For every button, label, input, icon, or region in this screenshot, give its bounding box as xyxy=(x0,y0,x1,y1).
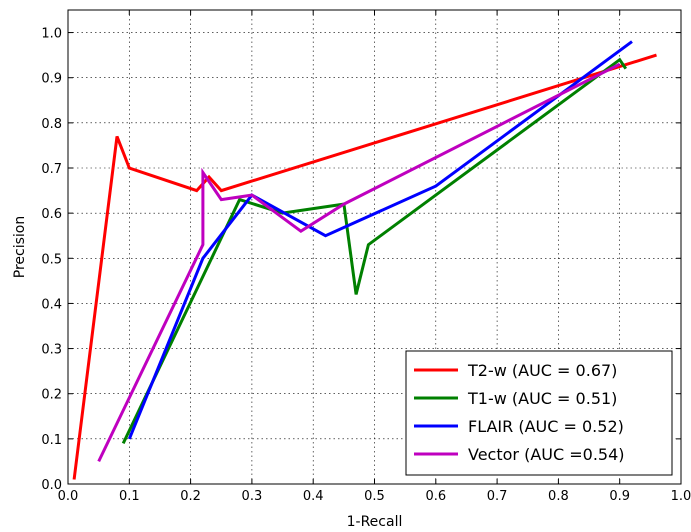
series-line-1 xyxy=(121,57,628,445)
y-tick-label: 0.9 xyxy=(41,72,62,87)
y-tick-label: 0.7 xyxy=(41,162,62,177)
series-line-0 xyxy=(72,53,657,480)
x-tick-label: 0.1 xyxy=(119,489,140,504)
x-tick-label: 0.8 xyxy=(548,489,569,504)
x-tick-label: 0.5 xyxy=(364,489,385,504)
y-tick-label: 0.2 xyxy=(41,388,62,403)
x-tick-label: 0.4 xyxy=(303,489,324,504)
y-tick-label: 0.6 xyxy=(41,207,62,222)
x-axis-label: 1-Recall xyxy=(347,514,403,530)
x-tick-label: 0.0 xyxy=(58,489,79,504)
y-tick-label: 0.1 xyxy=(41,433,62,448)
x-tick-label: 1.0 xyxy=(671,489,691,504)
x-tick-label: 0.3 xyxy=(242,489,263,504)
y-tick-label: 0.3 xyxy=(41,343,62,358)
y-tick-label: 1.0 xyxy=(41,27,62,42)
y-axis-label: Precision xyxy=(12,216,28,278)
legend-label: FLAIR (AUC = 0.52) xyxy=(468,417,624,436)
x-tick-label: 0.2 xyxy=(180,489,201,504)
series-line-3 xyxy=(97,62,621,463)
y-tick-label: 0.0 xyxy=(41,478,62,493)
series-lines xyxy=(72,40,657,480)
y-tick-label: 0.8 xyxy=(41,117,62,132)
y-tick-label: 0.5 xyxy=(41,252,62,267)
legend-label: T2-w (AUC = 0.67) xyxy=(467,361,617,380)
legend-label: Vector (AUC =0.54) xyxy=(468,445,625,464)
x-tick-label: 0.6 xyxy=(425,489,446,504)
series-line-2 xyxy=(127,40,633,440)
axis-ticks: 0.0 0.1 0.2 0.3 0.4 0.5 0.6 0.7 0.8 0.9 1.0 0.0 0.1 0… xyxy=(41,10,691,504)
x-tick-label: 0.7 xyxy=(487,489,508,504)
x-tick-label: 0.9 xyxy=(609,489,630,504)
legend: T2-w (AUC = 0.67) T1-w (AUC = 0.51) FLAIR … xyxy=(405,350,673,476)
legend-label: T1-w (AUC = 0.51) xyxy=(467,389,617,408)
y-tick-label: 0.4 xyxy=(41,297,62,312)
